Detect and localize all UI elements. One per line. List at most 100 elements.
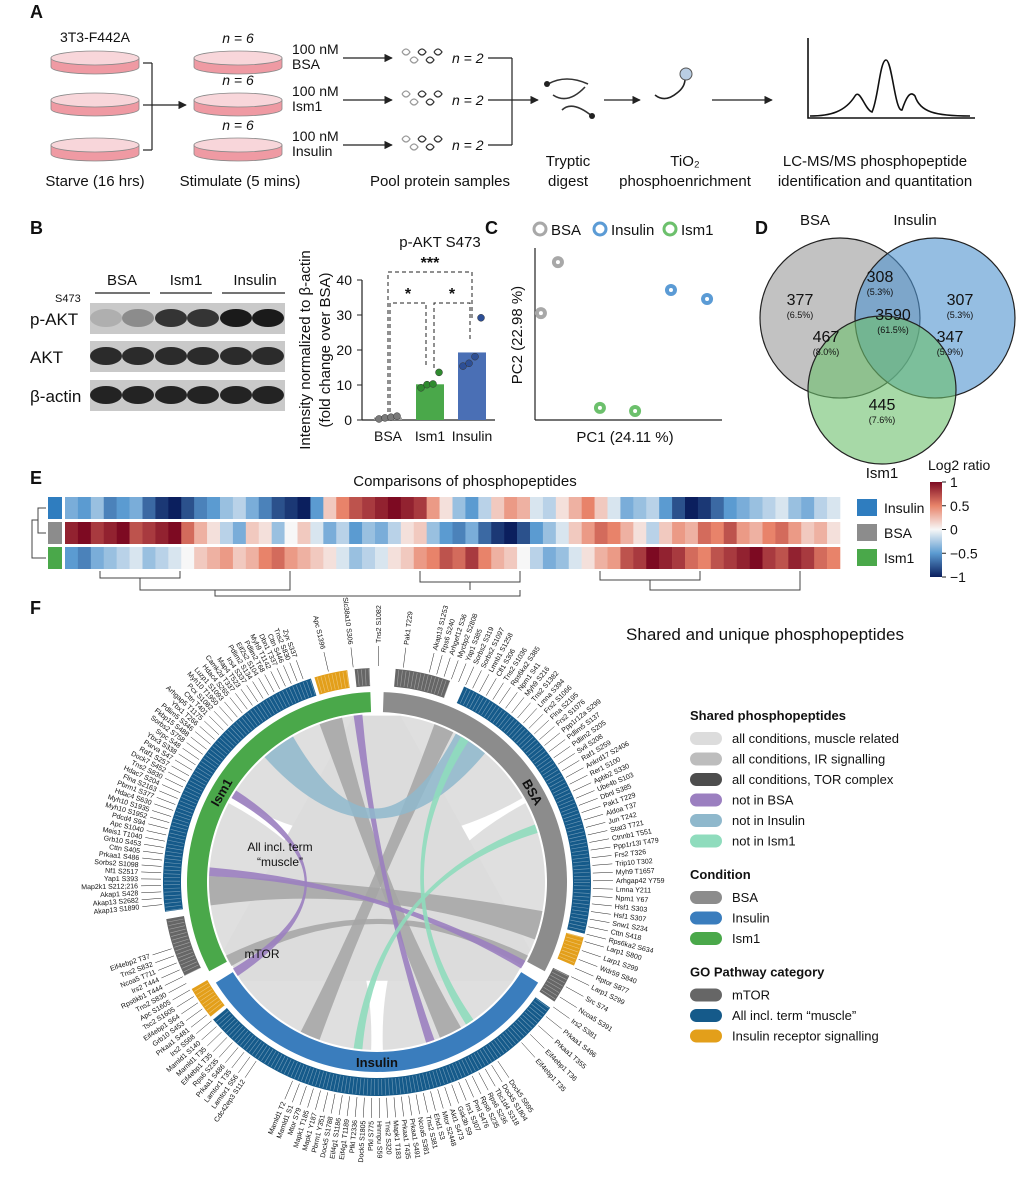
- heat-cell: [827, 497, 841, 519]
- heat-cell: [633, 522, 647, 544]
- label-connector: [168, 771, 187, 782]
- protein-icon: [417, 90, 427, 98]
- blot-row-label: AKT: [30, 348, 63, 367]
- region-percent: (6.5%): [787, 310, 814, 320]
- heat-cell: [710, 497, 725, 519]
- heat-cell: [155, 497, 169, 519]
- replicate-point: [435, 368, 443, 377]
- protein-icon: [417, 48, 427, 56]
- dose: 100 nM: [292, 41, 339, 57]
- heat-cell: [697, 497, 712, 519]
- gene-label: Sorbs2 S1098: [94, 859, 139, 869]
- heat-cell: [271, 547, 285, 569]
- heat-cell: [77, 547, 92, 569]
- label-connector: [231, 1052, 245, 1069]
- heat-cell: [168, 547, 182, 569]
- heat-cell: [504, 547, 518, 569]
- chord: [231, 790, 307, 976]
- heat-cell: [465, 547, 479, 569]
- heat-cell: [194, 547, 208, 569]
- lane-label: Insulin: [233, 272, 276, 289]
- heat-cell: [478, 497, 492, 519]
- label-connector: [161, 784, 181, 793]
- gene-label: Frs2 T326: [614, 849, 646, 860]
- label-connector: [252, 681, 264, 699]
- heat-cell: [775, 497, 789, 519]
- label-connector: [146, 830, 167, 836]
- region-count: 377: [787, 292, 814, 309]
- condition-arc: [186, 692, 372, 972]
- label-connector: [213, 711, 229, 726]
- label-connector: [443, 657, 451, 677]
- heat-cell: [413, 497, 427, 519]
- label-connector: [150, 816, 170, 823]
- site-label: S473: [55, 293, 81, 305]
- heat-cell: [697, 547, 712, 569]
- legend-swatch: [857, 499, 877, 516]
- label-connector: [393, 1097, 396, 1118]
- heat-cell: [323, 497, 337, 519]
- heat-cell: [736, 522, 750, 544]
- legend-swatch: [690, 732, 722, 745]
- label-connector: [142, 857, 163, 861]
- heat-cell: [400, 522, 415, 544]
- x-axis-label: PC1 (24.11 %): [576, 429, 673, 446]
- heat-cell: [542, 497, 557, 519]
- blot-band: [155, 386, 187, 404]
- step-label: Pool protein samples: [370, 173, 510, 190]
- label-connector: [534, 720, 550, 735]
- phospho-ball: [679, 67, 693, 81]
- legend-label: all conditions, TOR complex: [732, 772, 894, 787]
- heat-cell: [129, 547, 143, 569]
- heat-cell: [827, 522, 841, 544]
- heat-cell: [168, 522, 182, 544]
- heat-cell: [116, 547, 130, 569]
- label-connector: [168, 983, 187, 994]
- label-connector: [196, 1020, 212, 1034]
- heat-cell: [607, 547, 621, 569]
- heat-cell: [258, 522, 272, 544]
- heat-cell: [413, 547, 427, 569]
- label-connector: [330, 1093, 336, 1114]
- heat-cell: [762, 547, 776, 569]
- label-connector: [423, 1092, 428, 1113]
- heat-cell: [207, 497, 221, 519]
- heat-cell: [181, 522, 195, 544]
- label-connector: [258, 677, 269, 696]
- label-connector: [174, 759, 193, 771]
- legend-label: BSA: [551, 222, 581, 239]
- gene-label: Tns2 S1082: [376, 605, 383, 643]
- heat-cell: [491, 522, 505, 544]
- label-connector: [465, 666, 475, 686]
- agent: BSA: [292, 56, 321, 72]
- panel-letter: D: [755, 218, 768, 238]
- panel-letter: C: [485, 218, 498, 238]
- colorbar-tick-label: −1: [950, 569, 966, 585]
- label-connector: [429, 652, 435, 673]
- heat-cell: [194, 497, 208, 519]
- panel-title: Shared and unique phosphopeptides: [626, 625, 904, 644]
- legend-label: Ism1: [732, 931, 760, 946]
- heat-cell: [349, 547, 363, 569]
- label-connector: [569, 774, 588, 785]
- label-connector: [575, 790, 595, 799]
- heat-cell: [762, 522, 776, 544]
- protein-icon: [401, 48, 411, 56]
- sig-bracket: [433, 302, 471, 368]
- label-connector: [584, 941, 604, 948]
- label-connector: [142, 850, 163, 855]
- label-connector: [559, 996, 577, 1008]
- label-connector: [583, 814, 604, 821]
- ring-ticks: [164, 669, 590, 1095]
- heat-cell: [594, 547, 608, 569]
- blot-band: [252, 309, 284, 327]
- label-connector: [292, 1083, 300, 1103]
- heat-cell: [646, 522, 660, 544]
- label-connector: [491, 1064, 503, 1083]
- label-connector: [544, 732, 561, 746]
- gene-label: Pfkl S775: [368, 1121, 376, 1151]
- heat-cell: [594, 522, 608, 544]
- label-connector: [289, 662, 298, 682]
- label-connector: [565, 986, 584, 997]
- label-connector: [436, 655, 443, 675]
